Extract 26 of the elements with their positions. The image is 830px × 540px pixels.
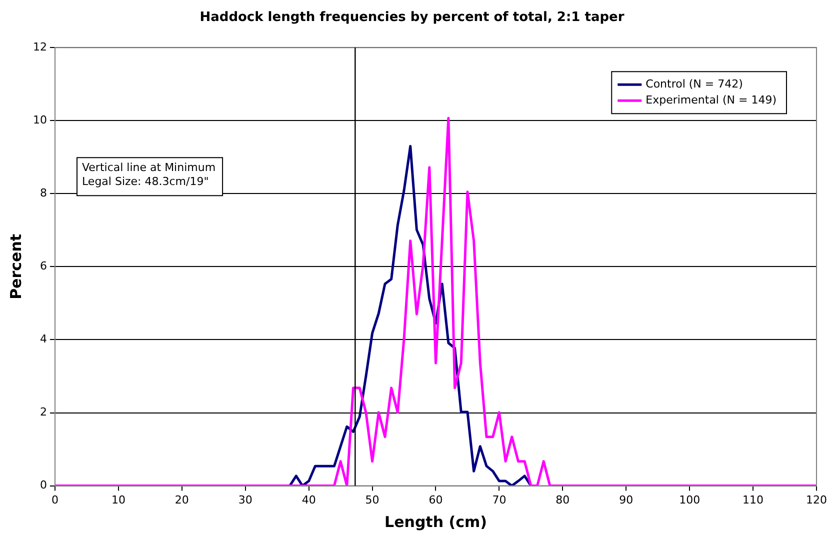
x-tick-label: 110 xyxy=(742,493,764,506)
x-tick-label: 70 xyxy=(492,493,506,506)
y-axis-title: Percent xyxy=(6,234,25,300)
legend-label: Experimental (N = 149) xyxy=(646,93,777,106)
y-tick-label: 4 xyxy=(40,332,47,346)
x-tick-label: 10 xyxy=(111,493,126,506)
chart-title: Haddock length frequencies by percent of total, 2:1 taper xyxy=(200,10,625,26)
x-tick-label: 20 xyxy=(174,493,189,506)
x-tick-label: 100 xyxy=(679,493,700,506)
x-tick-label: 60 xyxy=(428,493,443,506)
y-tick-label: 6 xyxy=(40,260,47,273)
x-axis-title: Length (cm) xyxy=(384,512,487,531)
y-tick-label: 2 xyxy=(40,406,47,419)
annotation: Vertical line at Minimum Legal Size: 48.3cm/19" xyxy=(82,160,216,188)
y-tick-label: 0 xyxy=(40,478,47,492)
y-tick-label: 8 xyxy=(40,186,47,200)
y-tick-label: 10 xyxy=(32,113,47,126)
x-tick-label: 0 xyxy=(51,493,58,506)
x-tick-label: 80 xyxy=(556,493,570,506)
x-tick-label: 90 xyxy=(619,493,634,506)
x-tick-label: 30 xyxy=(238,493,252,506)
y-tick-label: 12 xyxy=(32,40,47,54)
x-tick-label: 120 xyxy=(806,493,827,506)
x-tick-label: 40 xyxy=(302,493,316,506)
legend-label: Control (N = 742) xyxy=(646,77,743,90)
x-tick-label: 50 xyxy=(365,493,380,506)
